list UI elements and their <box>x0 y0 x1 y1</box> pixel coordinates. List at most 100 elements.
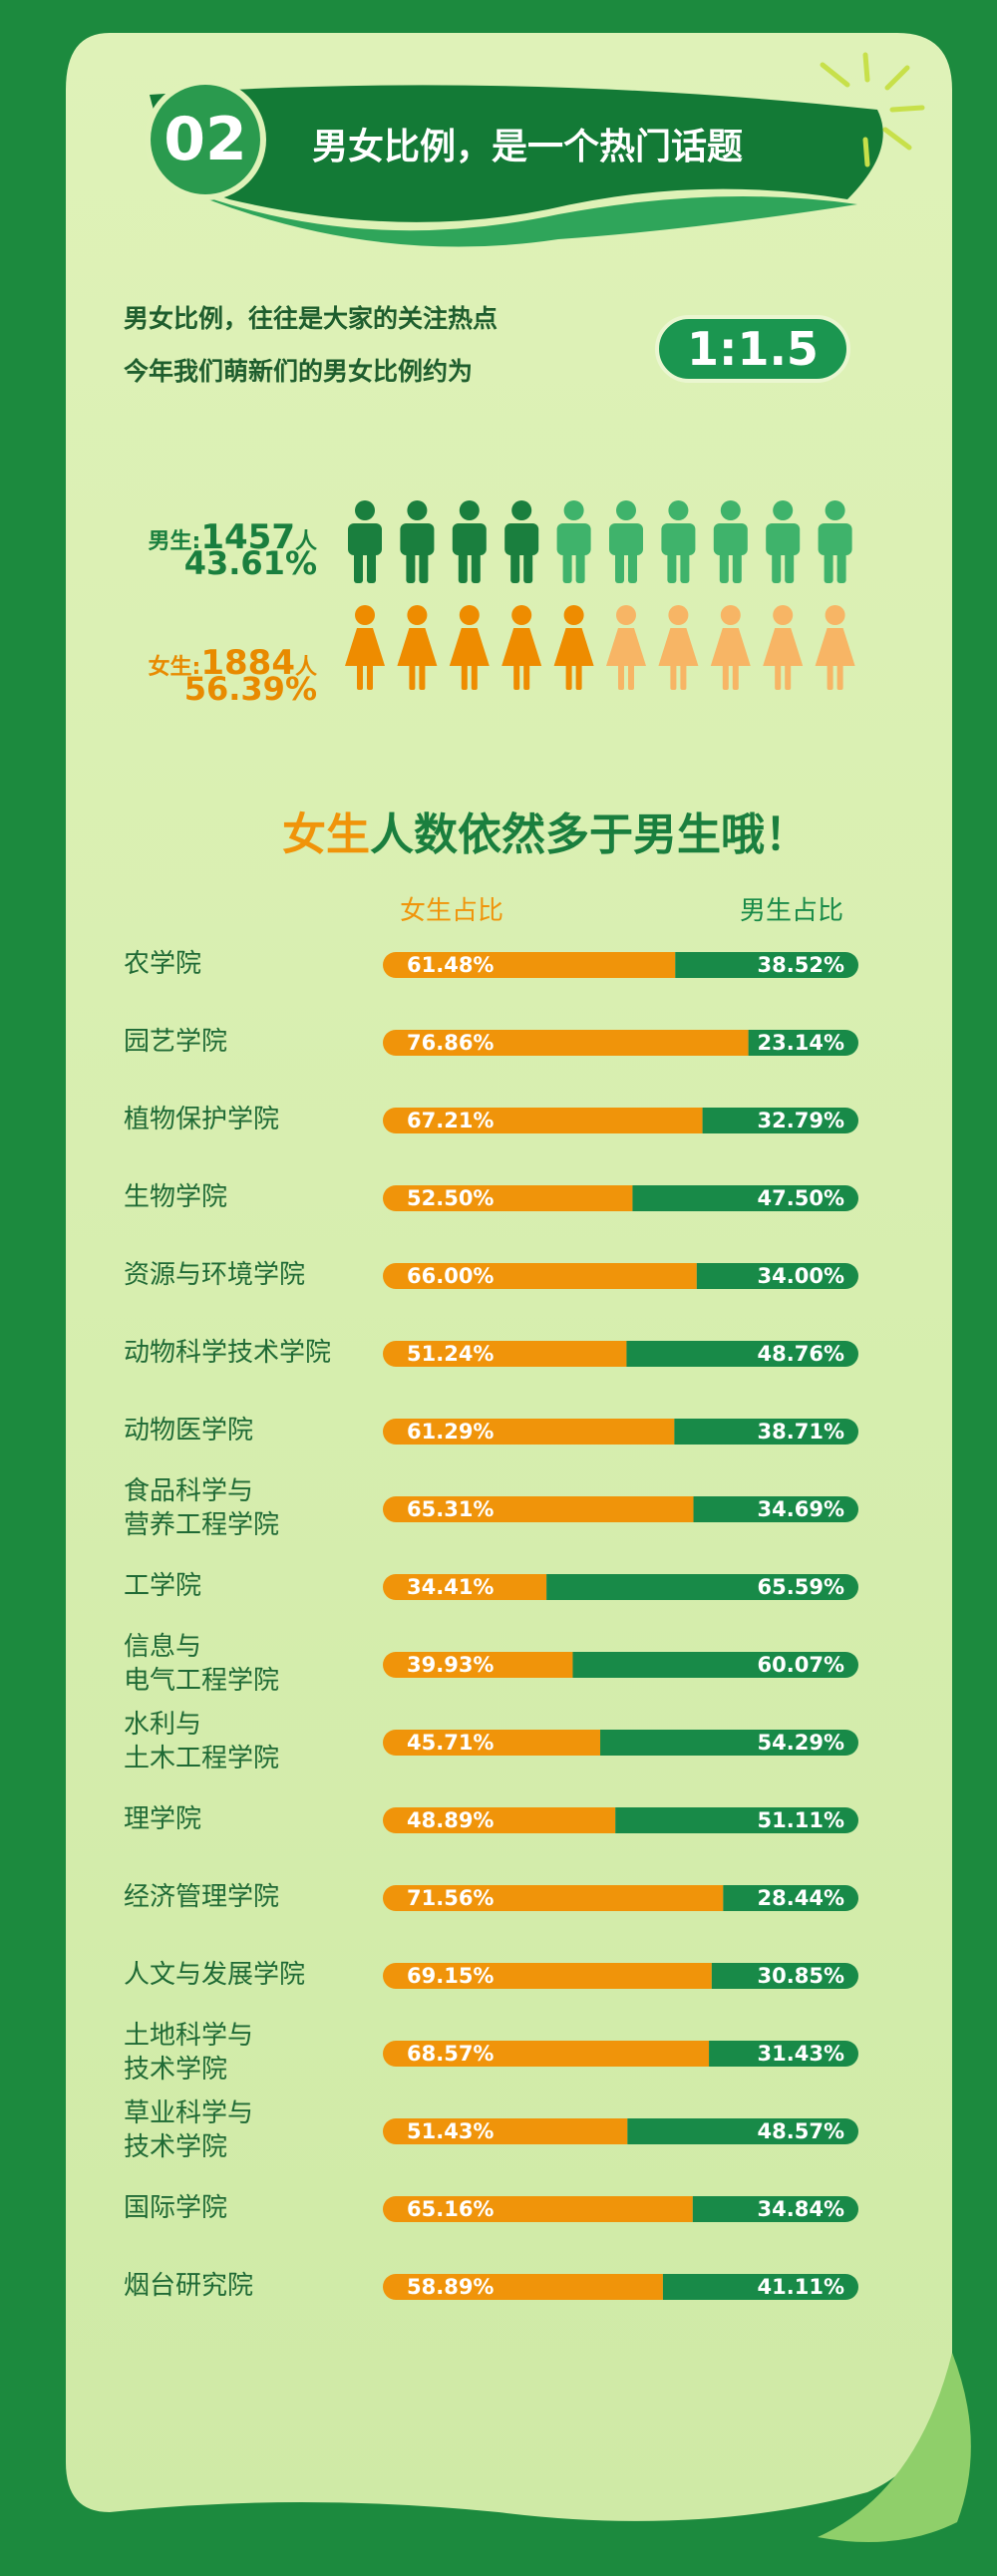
category-label: 水利与 土木工程学院 <box>124 1710 280 1773</box>
icon-leg <box>628 664 634 690</box>
bar-row <box>383 1341 858 1367</box>
icon-body <box>556 523 591 555</box>
bar-segment <box>383 1185 633 1211</box>
category-label: 农学院 <box>124 949 202 980</box>
legend-label: 男生占比 <box>739 896 843 926</box>
bar-segment <box>692 2196 858 2222</box>
icon-leg <box>419 664 426 690</box>
icon-head <box>407 500 428 520</box>
bar-segment <box>383 1030 749 1056</box>
value-label: 52.50% <box>407 1186 494 1210</box>
icon-leg <box>523 664 530 690</box>
icon-leg <box>471 551 481 583</box>
header-swoosh <box>160 179 857 247</box>
value-label: 41.11% <box>758 2275 844 2299</box>
bar-segment <box>383 1108 703 1133</box>
value-label: 48.57% <box>758 2119 844 2143</box>
icon-head <box>407 605 428 625</box>
icon-head <box>616 605 636 625</box>
value-label: 65.59% <box>758 1575 844 1599</box>
female-count: 女生:1884人 <box>149 624 317 683</box>
bar-row <box>383 1419 858 1445</box>
bar-row <box>383 2274 858 2300</box>
bar-segment <box>383 1419 675 1445</box>
icon-leg <box>523 551 533 583</box>
female-icon <box>553 605 594 690</box>
bar-row <box>383 1807 858 1833</box>
value-label: 61.29% <box>407 1420 494 1444</box>
bar-segment <box>723 1885 858 1911</box>
bar-segment <box>674 1419 858 1445</box>
bar-row <box>383 1885 858 1911</box>
category-label: 理学院 <box>124 1804 202 1835</box>
icon-dress <box>397 628 438 666</box>
icon-leg <box>618 664 624 690</box>
bar-segment <box>632 1185 858 1211</box>
category-label: 人文与发展学院 <box>124 1960 306 1991</box>
icon-leg <box>367 551 376 583</box>
female-icon <box>501 605 542 690</box>
bar-segment <box>693 1496 858 1522</box>
bar-segment <box>383 1263 697 1289</box>
icon-leg <box>670 664 677 690</box>
female-label: 女生: <box>148 655 201 680</box>
bar-segment <box>383 2118 628 2144</box>
icon-head <box>511 605 532 625</box>
value-label: 68.57% <box>407 2042 494 2066</box>
legend-label: 女生占比 <box>399 896 503 926</box>
icon-leg <box>732 664 739 690</box>
bar-segment <box>600 1730 858 1756</box>
icon-head <box>668 605 689 625</box>
category-label: 植物保护学院 <box>124 1105 280 1135</box>
bar-row <box>383 1030 858 1056</box>
icon-body <box>713 523 748 555</box>
icon-head <box>355 605 375 625</box>
icon-leg <box>461 664 468 690</box>
value-label: 76.86% <box>407 1031 494 1055</box>
value-label: 58.89% <box>407 2275 494 2299</box>
value-label: 34.00% <box>758 1264 844 1288</box>
male-label: 男生: <box>148 529 201 554</box>
icon-dress <box>345 628 385 666</box>
value-label: 31.43% <box>758 2042 844 2066</box>
icon-leg <box>680 664 687 690</box>
icon-leg <box>562 551 572 583</box>
icon-body <box>400 523 435 555</box>
category-label: 动物科学技术学院 <box>124 1338 332 1369</box>
bar-segment <box>383 952 676 978</box>
bar-segment <box>383 2274 663 2300</box>
icon-head <box>563 500 584 520</box>
headline-rest: 人数依然多于男生哦！ <box>370 809 809 860</box>
category-label: 土地科学与 技术学院 <box>124 2021 254 2085</box>
icon-leg <box>827 664 833 690</box>
icon-body <box>766 523 801 555</box>
bar-row <box>383 1496 858 1522</box>
icon-leg <box>628 551 637 583</box>
icon-head <box>720 605 741 625</box>
icon-body <box>348 523 382 555</box>
female-unit: 人 <box>294 655 317 680</box>
value-label: 51.11% <box>758 1808 844 1832</box>
ratio: 1:1.5 <box>687 322 819 376</box>
bar-segment <box>709 2041 858 2067</box>
headline: 女生人数依然多于男生哦！ <box>0 748 997 862</box>
value-label: 45.71% <box>407 1731 494 1755</box>
icon-leg <box>615 551 624 583</box>
male-icon <box>400 500 435 583</box>
icon-body <box>661 523 696 555</box>
header-banner <box>150 85 883 222</box>
icon-dress <box>501 628 542 666</box>
headline-highlight: 女生 <box>282 809 370 860</box>
category-label: 动物医学院 <box>124 1416 254 1447</box>
female-icon <box>606 605 646 690</box>
female-icon <box>710 605 751 690</box>
bar-row <box>383 2041 858 2067</box>
bar-segment <box>626 1341 858 1367</box>
icon-leg <box>667 551 677 583</box>
bar-segment <box>675 952 858 978</box>
category-label: 资源与环境学院 <box>124 1260 306 1291</box>
value-label: 34.69% <box>758 1497 844 1521</box>
male-icon <box>504 500 539 583</box>
value-label: 60.07% <box>758 1653 844 1677</box>
icon-leg <box>510 551 520 583</box>
